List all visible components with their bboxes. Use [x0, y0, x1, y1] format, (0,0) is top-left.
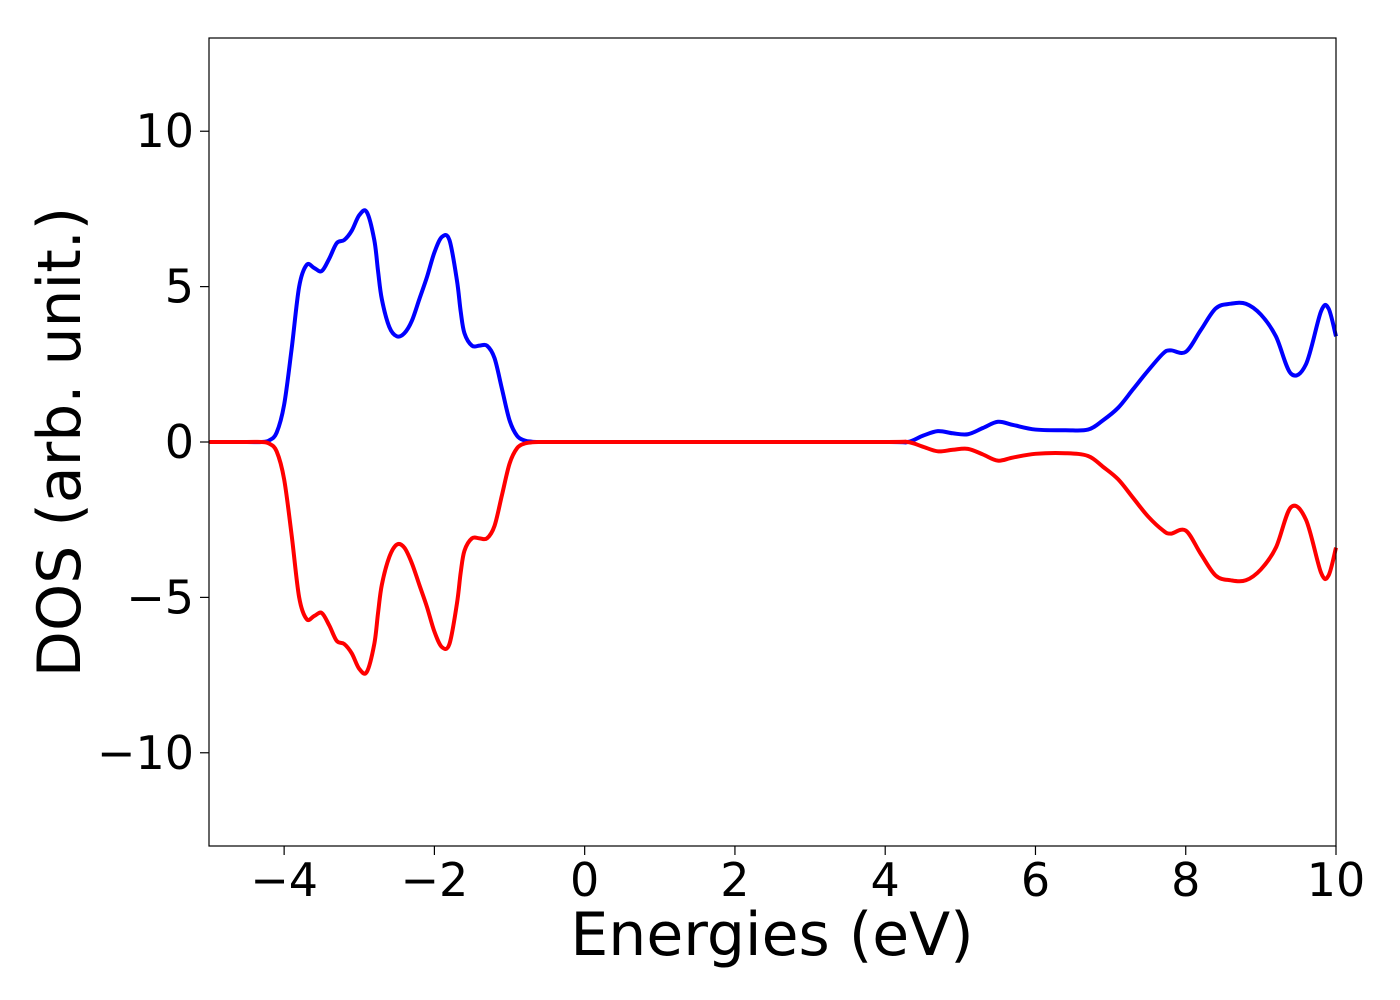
y-axis-label: DOS (arb. unit.) [25, 207, 95, 677]
x-axis-label: Energies (eV) [570, 900, 973, 970]
x-tick-label: 6 [1021, 853, 1050, 907]
dos-line-blue [209, 208, 1338, 445]
x-tick-label: 8 [1171, 853, 1200, 907]
plot-frame [208, 37, 1337, 847]
x-tick-label: 2 [720, 853, 749, 907]
y-tick-label: 5 [165, 260, 194, 314]
y-tick-label: 0 [165, 415, 194, 469]
x-tick-label: −2 [400, 853, 468, 907]
dos-line-red [209, 439, 1338, 676]
y-tick-label: −10 [97, 726, 194, 780]
x-tick-label: 4 [871, 853, 900, 907]
x-tick-label: −4 [250, 853, 318, 907]
series-lines [209, 208, 1338, 676]
y-tick-label: 10 [135, 104, 194, 158]
x-tick-label: 0 [570, 853, 599, 907]
y-tick-label: −5 [126, 570, 194, 624]
x-tick-label: 10 [1307, 853, 1366, 907]
axis-ticks: −4 −2 0 2 4 6 8 10 −10 −5 0 5 10 [97, 104, 1365, 907]
